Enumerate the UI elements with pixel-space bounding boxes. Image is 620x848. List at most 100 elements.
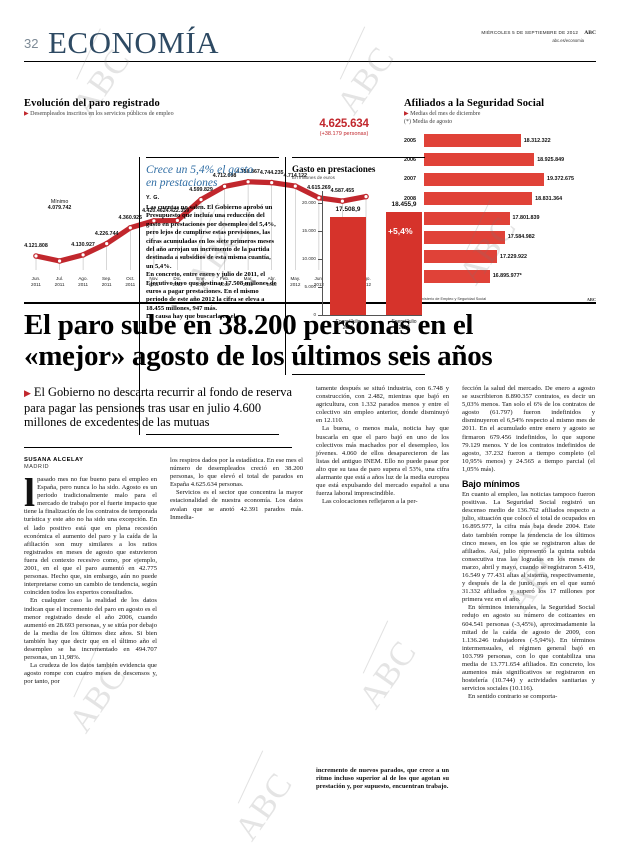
paragraph: La buena, o menos mala, noticia hay que … [316, 425, 449, 498]
line-chart-subtitle: ▶ Desempleados inscritos en los servicio… [24, 111, 394, 119]
point-value-label: 4.130.927 [71, 241, 95, 248]
subtitle-text: Desempleados inscritos en los servicios … [30, 111, 174, 117]
bar-fill [424, 192, 533, 206]
bar-value-label: 17.801.839 [512, 215, 540, 222]
bar-row-track: 17.229.922 [424, 250, 596, 264]
bar [330, 217, 366, 315]
bar-row-track: 17.801.839 [424, 211, 596, 225]
source-brand: ABC [586, 297, 596, 302]
source-text: Fuente: Ministerio de Empleo y Seguridad… [404, 297, 487, 301]
bar-row-track: 18.925.849 [424, 153, 596, 167]
bar-fill [424, 134, 521, 147]
bar-chart-row: 201017.584.982 [404, 229, 596, 246]
bar-chart-rows: 2005 18.312.322 2006 18.925.849 2007 19.372.6… [404, 132, 596, 287]
bar-chart-row: 200917.801.839 [404, 210, 596, 227]
byline-city: MADRID [24, 464, 50, 470]
data-point [221, 183, 228, 190]
point-value-label: 4.599.829 [189, 186, 213, 193]
subtitle-marker-icon: ▶ [404, 111, 409, 117]
y-axis-tick-label: 15.000 [301, 228, 316, 233]
data-point [316, 194, 322, 201]
bar-chart-row: 2006 18.925.849 [404, 151, 596, 168]
masthead-divider-rule [24, 61, 596, 62]
x-axis-tick-label: Ago. 2011 [78, 276, 89, 287]
bar-value-label: 16.895.977* [492, 273, 522, 280]
point-value-label: 4.226.744 [94, 230, 119, 237]
data-point [268, 179, 275, 186]
data-point [56, 258, 63, 264]
line-chart-title: Evolución del paro registrado [24, 98, 160, 109]
x-axis-tick-label: Jul. 2011 [54, 276, 65, 287]
point-value-label: 4.712.098 [212, 173, 237, 180]
subtitle-marker-icon: ▶ [24, 111, 29, 117]
y-axis-tick-mark [318, 315, 322, 316]
paragraph: En términos interanuales, la Seguridad S… [462, 604, 595, 693]
paragraph: Las colocaciones reflejaron a la per- [322, 498, 418, 506]
bar-value-label: 18.925.849 [537, 156, 565, 163]
y-axis-tick-label: 10.000 [301, 256, 316, 261]
y-axis-tick-label: 20.000 [301, 200, 316, 205]
bar-value-label: 18.831.364 [535, 195, 563, 202]
article-subhead: ▶ El Gobierno no descarta recurrir al fon… [24, 385, 292, 430]
data-point [292, 183, 299, 189]
sidebar-byline: Y. G. [146, 195, 160, 201]
data-point [339, 198, 346, 204]
bar-row-track: 19.372.675 [424, 172, 596, 186]
sidebar-paragraph: En concreto, entre enero y julio de 2011… [146, 271, 277, 312]
minichart-subtitle: En millones de euros [292, 175, 335, 180]
subtitle-line-1: Medias del mes de diciembre [410, 111, 481, 117]
bar-chart-panel: Afiliados a la Seguridad Social ▶ Medias… [404, 98, 596, 302]
bar-value-label: 17.508,9 [335, 206, 361, 213]
byline-author: SUSANA ALCELAY [24, 457, 84, 463]
x-axis-tick-label: Sep. 2011 [101, 276, 112, 287]
bar-row-track: 16.895.977* [424, 269, 596, 283]
headline-line-2: «mejor» agosto de los últimos seis años [24, 340, 493, 372]
point-value-label: 4.750.867 [236, 168, 260, 175]
body-column-2: los respiros dados por la estadística. E… [170, 457, 303, 522]
section-title: ECONOMÍA [48, 25, 220, 60]
point-value-label: 4.360.926 [118, 214, 143, 221]
paragraph: En cualquier caso la realidad de los dat… [24, 597, 157, 662]
paragraph: fección la salud del mercado. De enero a… [462, 385, 595, 473]
subtitle-line-2: (*) Media de agosto [404, 118, 453, 125]
highlight-delta: (+38.179 personas) [319, 131, 369, 137]
bar-fill [424, 230, 505, 244]
bar-chart-row: 201216.895.977* [404, 268, 596, 285]
x-axis-tick-label: Feb. 2012 [219, 276, 230, 287]
bar-row-track: 17.584.982 [424, 230, 596, 244]
x-axis-tick-label: May. 2012 [290, 276, 301, 287]
line-chart-panel: Evolución del paro registrado ▶ Desemple… [24, 98, 394, 302]
line-chart-svg [33, 178, 369, 270]
bar-row-year-label: 2005 [404, 137, 416, 144]
bar-row-year-label: 2007 [404, 176, 416, 183]
bar-chart-row: 2007 19.372.675 [404, 171, 596, 188]
bar-row-year-label: 2006 [404, 156, 416, 163]
minichart-title: Gasto en prestaciones [292, 164, 376, 174]
bar-chart-source: Fuente: Ministerio de Empleo y Seguridad… [404, 297, 596, 302]
bar-row-track: 18.831.364 [424, 192, 596, 206]
data-point [363, 193, 369, 200]
bar-value-label: 17.229.922 [500, 253, 527, 260]
paragraph: En cuanto al empleo, las noticias tampoc… [462, 491, 595, 604]
data-point [80, 252, 86, 258]
bullet-triangle-icon: ▶ [24, 388, 31, 398]
bar [386, 211, 422, 315]
paragraph: Servicios es el sector que concentra la … [170, 489, 303, 521]
page-folio-number: 32 [24, 36, 39, 51]
point-value-label: 4.420.462 [142, 207, 166, 214]
bar-row-track: 18.312.322 [424, 134, 596, 147]
bar-value-label: 18.312.322 [523, 137, 551, 144]
x-axis-tick-label: Oct. 2011 [125, 276, 136, 287]
x-axis-tick-label: Dic. 2011 [172, 276, 183, 287]
line-chart-plot: 4.121.808 Mínimo 4.079.742 4.130.927 4.226.7… [24, 134, 394, 294]
paragraph: En sentido contrario se comporta- [468, 693, 558, 701]
x-axis-tick-label: Mar. 2012 [242, 276, 254, 287]
paragraph: tamente después se situó industria, con … [316, 385, 449, 425]
paragraph: l pasado mes no fue bueno para el empleo… [24, 470, 157, 597]
graphics-divider-rule [24, 302, 596, 304]
infographics-block: Evolución del paro registrado ▶ Desemple… [24, 70, 596, 302]
masthead: 32 ECONOMÍA MIÉRCOLES 5 DE SEPTIEMBRE DE… [24, 26, 596, 60]
minichart-vertical-rule [285, 157, 286, 375]
minichart-x-axis [322, 315, 422, 316]
